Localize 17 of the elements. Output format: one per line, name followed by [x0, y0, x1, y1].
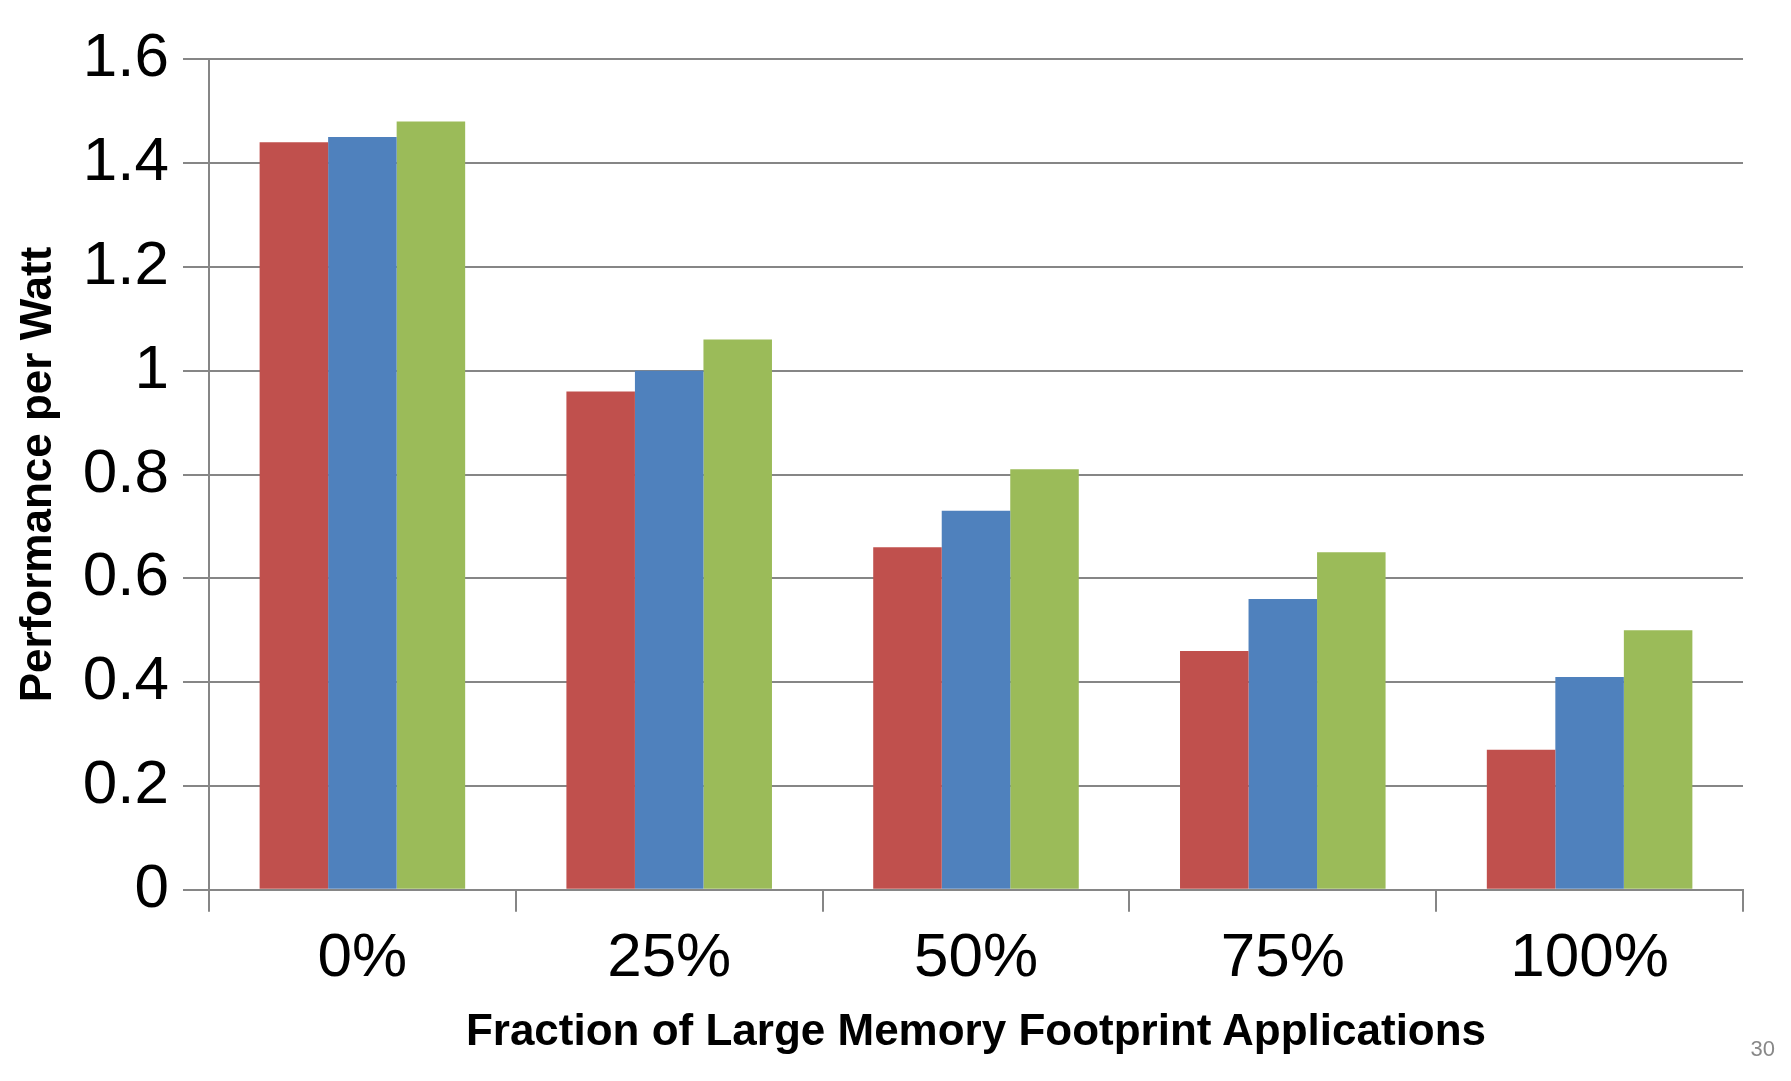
- y-axis-title: Performance per Watt: [10, 246, 60, 703]
- x-axis-title: Fraction of Large Memory Footprint Applications: [465, 1004, 1487, 1054]
- y-tick-label: 1.6: [82, 20, 169, 90]
- x-tick-label: 75%: [1220, 920, 1345, 990]
- x-tick-label: 25%: [607, 920, 732, 990]
- y-tick-label: 1: [134, 331, 169, 401]
- x-tick-label: 0%: [317, 920, 408, 990]
- x-tick-label: 50%: [913, 920, 1039, 990]
- text: 30: [1750, 1036, 1775, 1062]
- y-tick-label: 0.2: [82, 747, 169, 817]
- x-tick-label: 100%: [1510, 920, 1669, 990]
- y-tick-label: 0.8: [82, 435, 169, 505]
- y-tick-label: 0.4: [82, 643, 169, 713]
- y-tick-label: 1.2: [82, 227, 169, 297]
- y-tick-label: 0: [134, 850, 169, 920]
- y-tick-label: 1.4: [82, 124, 169, 194]
- y-tick-label: 0.6: [82, 539, 169, 609]
